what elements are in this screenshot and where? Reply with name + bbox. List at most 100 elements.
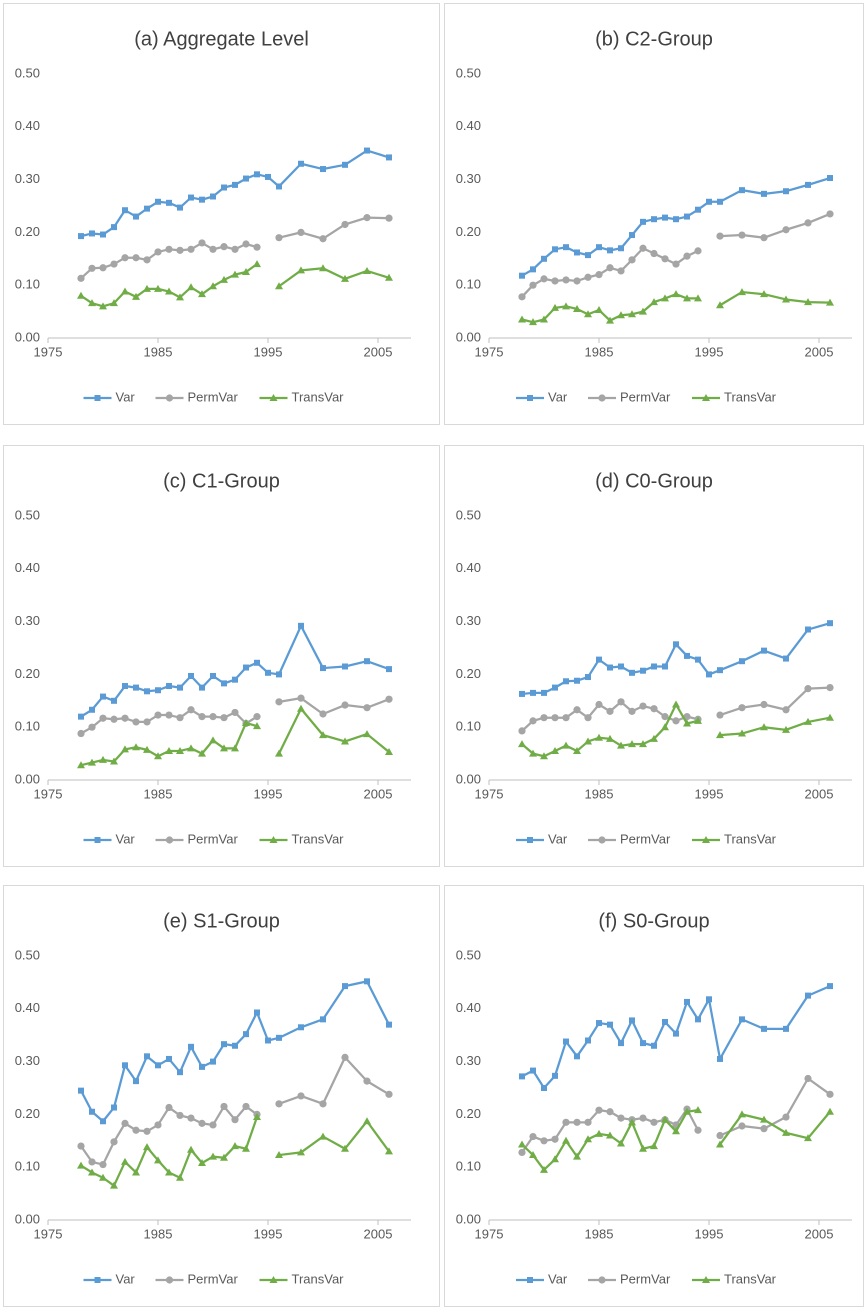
marker xyxy=(210,193,216,200)
chart-panel: (e) S1-Group 0.00 0.10 0.20 0.30 0.40 0.50 1975… xyxy=(3,885,440,1307)
marker xyxy=(761,647,767,654)
marker xyxy=(529,318,537,326)
marker xyxy=(110,757,118,765)
marker xyxy=(585,674,591,681)
marker xyxy=(276,671,282,678)
marker xyxy=(639,740,647,748)
marker xyxy=(651,1042,657,1049)
marker xyxy=(606,1131,614,1139)
series-line xyxy=(521,985,831,1090)
y-tick-label: 0.00 xyxy=(15,329,40,344)
marker xyxy=(122,207,128,214)
marker xyxy=(363,1077,371,1085)
marker xyxy=(253,1113,261,1121)
legend-marker xyxy=(527,395,533,401)
marker xyxy=(297,228,305,236)
marker xyxy=(716,1140,724,1148)
marker xyxy=(154,284,162,292)
marker xyxy=(628,256,636,264)
marker xyxy=(132,1168,140,1176)
legend-label: TransVar xyxy=(724,1271,777,1286)
marker xyxy=(661,255,669,263)
marker xyxy=(595,1106,603,1114)
legend-label: TransVar xyxy=(292,831,345,846)
marker xyxy=(639,244,647,252)
marker xyxy=(143,745,151,753)
legend-label: Var xyxy=(548,1271,568,1286)
marker xyxy=(341,701,349,709)
marker xyxy=(77,274,85,282)
marker xyxy=(518,740,526,748)
marker xyxy=(584,714,592,722)
marker xyxy=(805,626,811,633)
marker xyxy=(275,282,283,290)
marker xyxy=(628,740,636,748)
legend-marker xyxy=(94,395,101,401)
legend-label: TransVar xyxy=(292,1271,345,1286)
y-tick-label: 0.50 xyxy=(456,507,481,522)
marker xyxy=(804,685,812,693)
marker xyxy=(275,749,283,757)
x-tick-label: 1995 xyxy=(695,1226,724,1241)
marker xyxy=(111,224,117,231)
marker xyxy=(100,231,106,238)
marker xyxy=(265,669,271,676)
legend-marker xyxy=(598,1276,606,1284)
marker xyxy=(385,695,393,703)
marker xyxy=(662,663,668,670)
marker xyxy=(804,219,812,227)
x-tick-label: 2005 xyxy=(364,786,393,801)
chart-panel: (d) C0-Group 0.00 0.10 0.20 0.30 0.40 0.50 1975… xyxy=(444,445,864,867)
marker xyxy=(187,245,195,253)
marker xyxy=(562,714,570,722)
legend-label: Var xyxy=(548,389,568,404)
x-tick-label: 1985 xyxy=(585,344,614,359)
marker xyxy=(77,729,85,738)
marker xyxy=(541,1085,547,1091)
marker xyxy=(826,684,834,692)
marker xyxy=(298,160,304,167)
marker xyxy=(684,998,690,1005)
marker xyxy=(617,698,625,706)
y-tick-label: 0.40 xyxy=(456,1000,481,1015)
marker xyxy=(133,213,139,220)
marker xyxy=(717,1055,723,1062)
legend-label: PermVar xyxy=(620,389,671,404)
marker xyxy=(165,746,173,754)
legend-label: PermVar xyxy=(188,1271,239,1286)
marker xyxy=(695,1016,701,1023)
y-tick-label: 0.00 xyxy=(15,1211,40,1226)
series-markers xyxy=(518,700,834,760)
marker xyxy=(573,1152,581,1160)
x-tick-label: 2005 xyxy=(364,1226,393,1241)
marker xyxy=(385,273,393,281)
legend-label: PermVar xyxy=(188,831,239,846)
chart-title: (a) Aggregate Level xyxy=(134,28,309,50)
marker xyxy=(143,718,151,726)
marker xyxy=(760,1115,768,1123)
marker xyxy=(694,1106,702,1114)
marker xyxy=(562,1136,570,1144)
marker xyxy=(341,220,349,229)
marker xyxy=(683,719,691,727)
y-tick-label: 0.50 xyxy=(456,65,481,80)
marker xyxy=(618,245,624,252)
marker xyxy=(176,246,184,254)
marker xyxy=(661,713,669,721)
marker xyxy=(574,677,580,684)
marker xyxy=(519,272,525,279)
marker xyxy=(254,659,260,666)
marker xyxy=(617,311,625,319)
marker xyxy=(209,1121,217,1129)
series-markers xyxy=(519,983,833,1091)
marker xyxy=(562,276,570,284)
marker xyxy=(88,264,96,272)
x-tick-label: 1975 xyxy=(34,344,63,359)
marker xyxy=(188,672,194,679)
marker xyxy=(628,707,636,715)
marker xyxy=(595,700,603,709)
marker xyxy=(243,175,249,182)
marker xyxy=(165,287,173,295)
marker xyxy=(220,714,228,722)
marker xyxy=(320,1016,326,1023)
